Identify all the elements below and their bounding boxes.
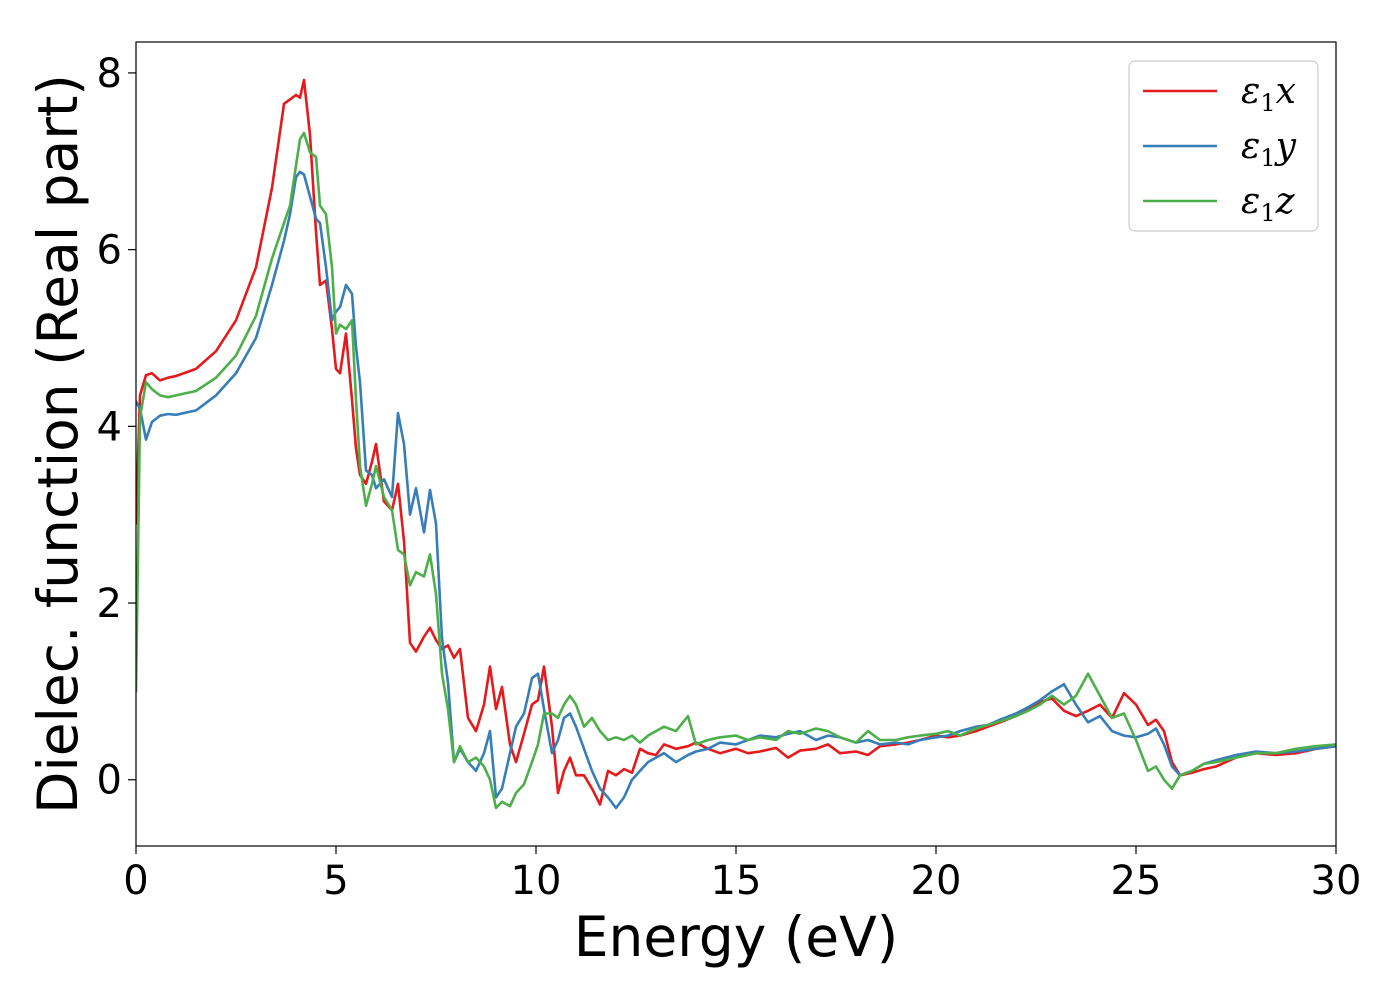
legend-subscript: 1 bbox=[1260, 199, 1275, 227]
x-tick-label: 30 bbox=[1311, 858, 1362, 904]
series-line-z bbox=[136, 131, 1336, 810]
x-tick-label: 5 bbox=[323, 858, 348, 904]
legend-symbol: ε bbox=[1241, 126, 1260, 167]
y-axis-title: Dielec. function (Real part) bbox=[26, 74, 90, 814]
y-tick-label: 2 bbox=[97, 581, 122, 627]
x-tick-label: 0 bbox=[123, 858, 148, 904]
legend-subscript: 1 bbox=[1260, 144, 1275, 172]
x-tick-label: 15 bbox=[711, 858, 762, 904]
legend-label-x: ε1x bbox=[1241, 71, 1296, 117]
y-tick-label: 4 bbox=[97, 404, 122, 450]
legend-box bbox=[1128, 60, 1319, 232]
series-line-y bbox=[136, 170, 1336, 810]
x-tick-label: 25 bbox=[1111, 858, 1162, 904]
legend-component: y bbox=[1274, 126, 1297, 167]
series-layer bbox=[136, 78, 1336, 810]
legend-subscript: 1 bbox=[1260, 89, 1275, 117]
y-tick-label: 8 bbox=[97, 51, 122, 97]
legend-label-y: ε1y bbox=[1241, 126, 1297, 172]
x-axis-title: Energy (eV) bbox=[574, 905, 898, 969]
legend-label-z: ε1z bbox=[1241, 181, 1296, 227]
legend-symbol: ε bbox=[1241, 181, 1260, 222]
legend-component: x bbox=[1276, 71, 1296, 112]
y-tick-label: 0 bbox=[97, 758, 122, 804]
y-tick-label: 6 bbox=[97, 228, 122, 274]
y-axis: 0 2 4 6 8 bbox=[97, 51, 136, 804]
x-axis: 0 5 10 15 20 25 30 bbox=[123, 846, 1361, 904]
legend-component: z bbox=[1275, 181, 1296, 222]
x-tick-label: 10 bbox=[511, 858, 562, 904]
legend-symbol: ε bbox=[1241, 71, 1260, 112]
x-tick-label: 20 bbox=[911, 858, 962, 904]
series-line-x bbox=[136, 78, 1336, 806]
